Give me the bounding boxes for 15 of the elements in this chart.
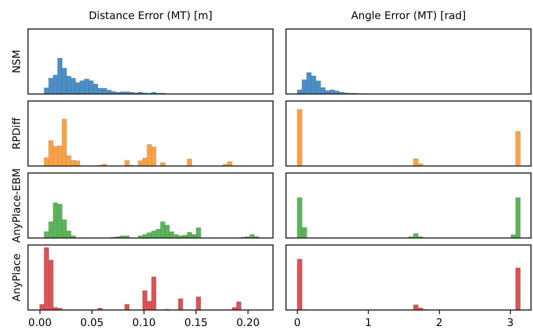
chart-title: Angle Error (MT) [rad] — [351, 10, 466, 22]
x-tick-label: 0.20 — [236, 317, 260, 329]
y-axis-title: AnyPlace-EBM — [11, 168, 23, 243]
y-axis-title: AnyPlace — [11, 254, 23, 302]
y-axis-title: NSM — [11, 50, 23, 74]
x-tick-label: 0.00 — [28, 317, 52, 329]
y-axis-title: RPDiff — [11, 116, 23, 150]
x-tick-label: 0.05 — [80, 317, 104, 329]
chart-title: Distance Error (MT) [m] — [88, 10, 212, 22]
x-tick-label: 3 — [507, 317, 514, 329]
x-tick-label: 0.10 — [132, 317, 156, 329]
x-tick-label: 0.15 — [184, 317, 208, 329]
x-tick-label: 1 — [365, 317, 372, 329]
x-tick-label: 0 — [294, 317, 301, 329]
x-tick-label: 2 — [436, 317, 443, 329]
